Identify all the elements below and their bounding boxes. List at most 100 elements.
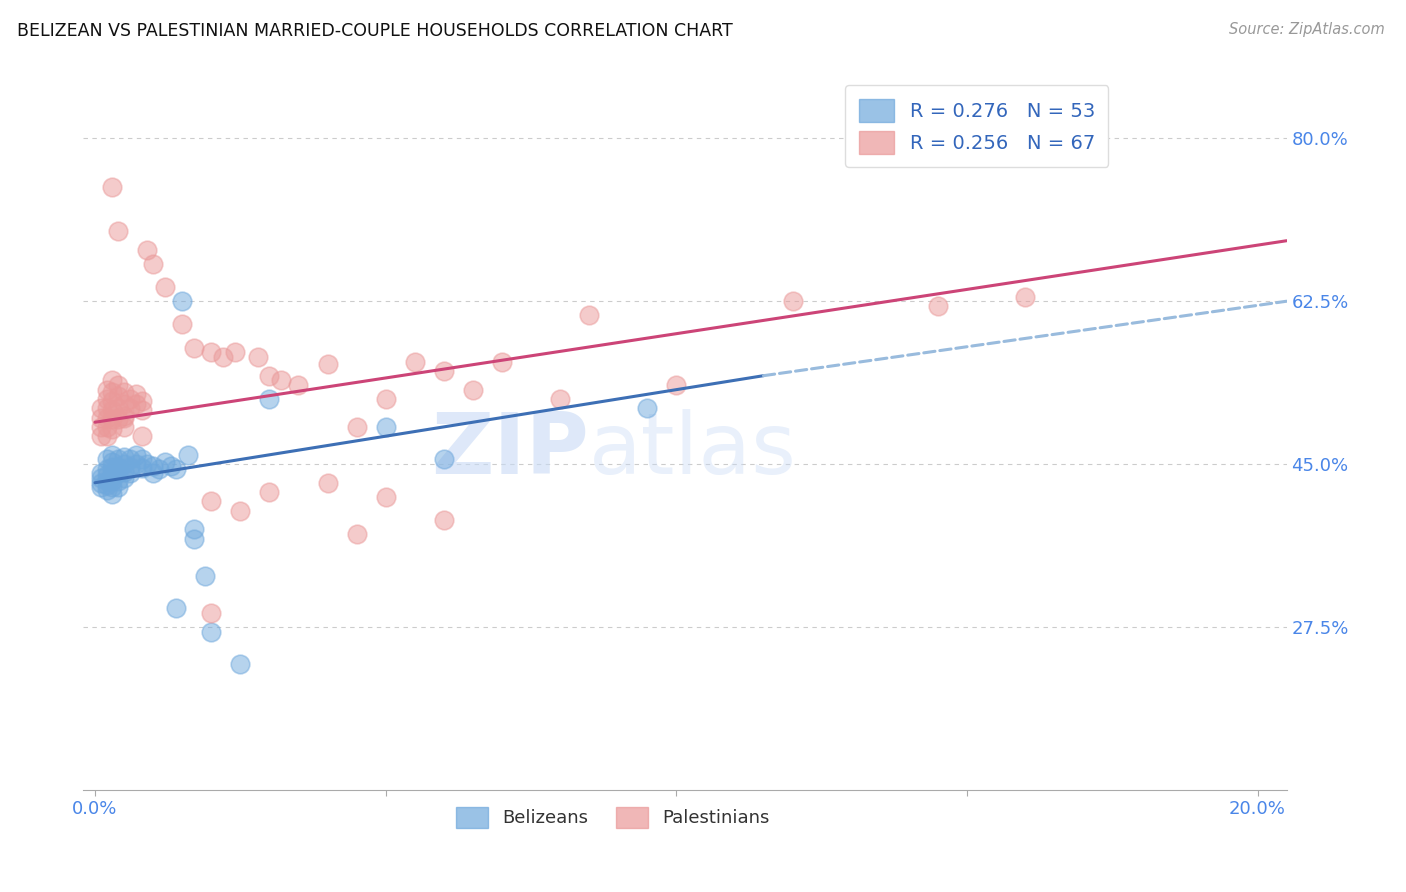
Point <box>112 465 135 479</box>
Point <box>96 401 118 416</box>
Point <box>96 474 118 488</box>
Point <box>461 383 484 397</box>
Point <box>636 401 658 416</box>
Point <box>101 393 124 408</box>
Point <box>107 452 129 467</box>
Point <box>101 480 124 494</box>
Point <box>165 462 187 476</box>
Point <box>194 569 217 583</box>
Point <box>90 410 112 425</box>
Point <box>112 396 135 410</box>
Point <box>101 474 124 488</box>
Point <box>112 410 135 425</box>
Point <box>96 483 118 498</box>
Point <box>183 532 205 546</box>
Point <box>96 392 118 406</box>
Point <box>131 429 153 443</box>
Point <box>183 341 205 355</box>
Point <box>101 455 124 469</box>
Point <box>101 403 124 417</box>
Point <box>259 485 281 500</box>
Point <box>90 475 112 490</box>
Point <box>246 350 269 364</box>
Point <box>433 452 456 467</box>
Point <box>101 179 124 194</box>
Point <box>200 606 222 620</box>
Point <box>224 345 246 359</box>
Point <box>172 294 194 309</box>
Point <box>177 448 200 462</box>
Point <box>101 412 124 426</box>
Point <box>101 384 124 399</box>
Point <box>96 477 118 491</box>
Point <box>112 471 135 485</box>
Point <box>107 389 129 403</box>
Point <box>112 384 135 399</box>
Point <box>118 459 141 474</box>
Text: ZIP: ZIP <box>432 409 589 492</box>
Point <box>107 401 129 416</box>
Text: BELIZEAN VS PALESTINIAN MARRIED-COUPLE HOUSEHOLDS CORRELATION CHART: BELIZEAN VS PALESTINIAN MARRIED-COUPLE H… <box>17 22 733 40</box>
Point <box>101 469 124 483</box>
Point <box>118 392 141 406</box>
Point <box>142 458 165 473</box>
Point <box>131 403 153 417</box>
Point <box>927 299 949 313</box>
Point <box>172 318 194 332</box>
Point <box>131 393 153 408</box>
Point <box>90 401 112 416</box>
Point <box>229 503 252 517</box>
Point <box>578 308 600 322</box>
Point <box>107 459 129 474</box>
Point <box>90 471 112 485</box>
Point <box>96 462 118 476</box>
Point <box>112 409 135 423</box>
Point <box>90 467 112 481</box>
Point <box>112 450 135 464</box>
Point <box>101 373 124 387</box>
Point <box>316 475 339 490</box>
Point <box>96 429 118 443</box>
Point <box>96 452 118 467</box>
Point <box>1014 289 1036 303</box>
Point <box>200 494 222 508</box>
Point <box>131 460 153 475</box>
Point <box>346 420 368 434</box>
Legend: Belizeans, Palestinians: Belizeans, Palestinians <box>449 800 778 835</box>
Text: atlas: atlas <box>589 409 797 492</box>
Point <box>200 345 222 359</box>
Point <box>153 280 176 294</box>
Point <box>101 422 124 436</box>
Point <box>270 373 292 387</box>
Point <box>404 355 426 369</box>
Point <box>259 392 281 406</box>
Point <box>118 467 141 481</box>
Point <box>107 480 129 494</box>
Point <box>107 474 129 488</box>
Point <box>433 513 456 527</box>
Point <box>96 410 118 425</box>
Point <box>259 368 281 383</box>
Point <box>90 480 112 494</box>
Point <box>229 657 252 672</box>
Point <box>101 465 124 479</box>
Point <box>142 257 165 271</box>
Point <box>125 457 148 471</box>
Point <box>125 448 148 462</box>
Point <box>101 487 124 501</box>
Point <box>112 457 135 471</box>
Point <box>491 355 513 369</box>
Point <box>96 468 118 483</box>
Point <box>107 378 129 392</box>
Point <box>125 396 148 410</box>
Point <box>165 601 187 615</box>
Point <box>148 462 170 476</box>
Point <box>96 383 118 397</box>
Point <box>183 522 205 536</box>
Point <box>346 527 368 541</box>
Point <box>118 452 141 467</box>
Point <box>107 224 129 238</box>
Point <box>153 455 176 469</box>
Point <box>433 364 456 378</box>
Text: Source: ZipAtlas.com: Source: ZipAtlas.com <box>1229 22 1385 37</box>
